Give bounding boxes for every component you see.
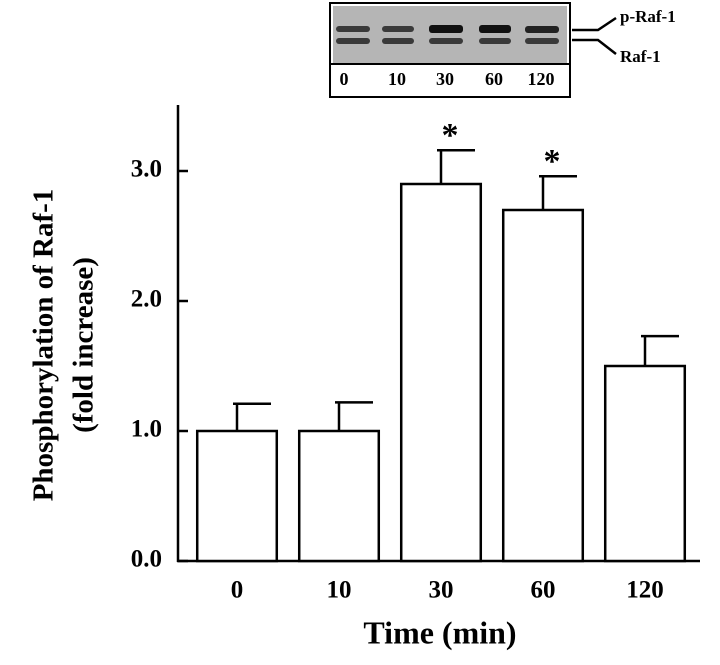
x-tick-label: 0: [231, 577, 244, 604]
bar: [399, 182, 483, 563]
band-label: p-Raf-1: [620, 7, 676, 26]
y-tick-label: 1.0: [131, 416, 162, 443]
x-axis-title: Time (min): [363, 614, 516, 650]
x-tick-label: 10: [327, 577, 352, 604]
x-tick-label: 120: [626, 577, 664, 604]
x-tick-label: 30: [429, 577, 454, 604]
y-axis-title: Phosphorylation of Raf-1: [28, 189, 60, 502]
lane-label: 120: [528, 69, 555, 89]
y-tick-label: 0.0: [131, 546, 162, 573]
band-label: Raf-1: [620, 47, 661, 66]
lane-label: 60: [485, 69, 503, 89]
significance-marker: *: [544, 143, 561, 180]
significance-marker: *: [442, 117, 459, 154]
bar: [603, 364, 687, 563]
bar: [195, 429, 279, 563]
lane-label: 10: [388, 69, 406, 89]
lane-label: 30: [436, 69, 454, 89]
y-tick-label: 2.0: [131, 286, 162, 313]
blot-inset: [329, 2, 617, 98]
bar: [297, 429, 381, 563]
y-tick-label: 3.0: [131, 156, 162, 183]
bar: [501, 208, 585, 563]
x-tick-label: 60: [531, 577, 556, 604]
y-axis-title: (fold increase): [68, 257, 100, 433]
lane-label: 0: [340, 69, 349, 89]
